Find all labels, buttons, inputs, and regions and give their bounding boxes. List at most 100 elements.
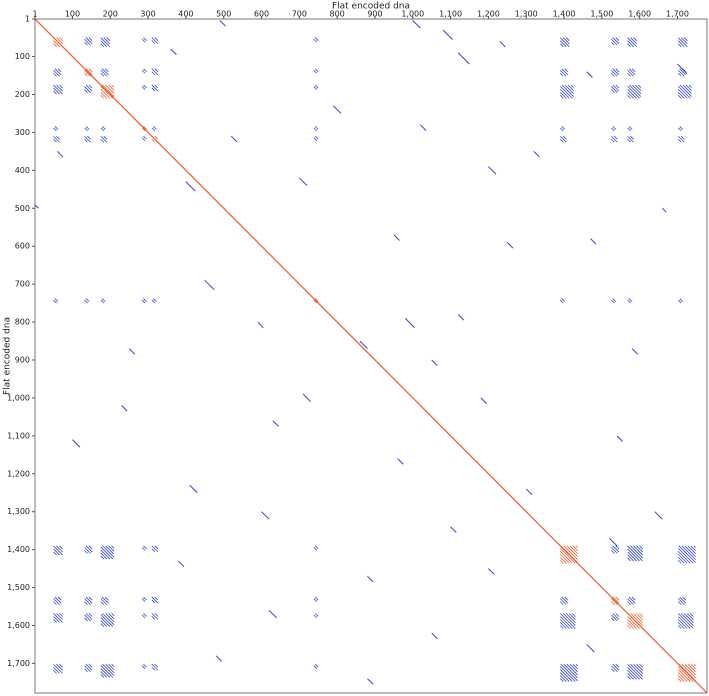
repeat-block <box>677 545 696 564</box>
hatch-line <box>108 663 115 670</box>
hatch-line <box>633 37 637 42</box>
repeat-block <box>313 596 319 602</box>
repeat-block <box>627 135 634 143</box>
hatch-line <box>100 72 105 77</box>
hatch-line <box>615 68 620 73</box>
hatch-line <box>683 37 688 42</box>
hatch-line <box>100 69 108 77</box>
repeat-block <box>141 37 147 43</box>
hatch-line <box>627 545 643 562</box>
y-tick-label: 400 <box>15 166 30 175</box>
hatch-line <box>53 72 57 77</box>
hatch-line <box>690 545 696 551</box>
hatch-line <box>627 670 637 680</box>
repeat-block <box>84 298 90 304</box>
x-tick-label: 1,400 <box>553 10 576 19</box>
hatch-line <box>141 137 146 142</box>
x-tick-label: 500 <box>216 10 231 19</box>
hatch-line <box>568 613 576 620</box>
hatch-line <box>143 298 147 302</box>
hatch-line <box>559 678 564 682</box>
repeat-block <box>53 663 63 674</box>
repeat-block <box>313 84 319 90</box>
hatch-line <box>559 550 573 564</box>
hatch-line <box>85 298 90 302</box>
hatch-line <box>636 613 643 620</box>
hatch-line <box>105 545 115 555</box>
y-tick-label: 800 <box>15 318 30 327</box>
hatch-line <box>679 84 692 97</box>
hatch-line <box>100 674 105 678</box>
hatch-line <box>84 665 91 673</box>
hatch-line <box>677 556 685 564</box>
hatch-line <box>56 37 63 45</box>
match-segment <box>499 41 506 48</box>
hatch-line <box>314 68 319 73</box>
hatch-line <box>151 545 159 553</box>
hatch-line <box>84 72 88 77</box>
hatch-line <box>688 84 692 88</box>
hatch-line <box>313 38 317 43</box>
hatch-line <box>141 86 146 90</box>
hatch-line <box>100 614 114 627</box>
hatch-line <box>569 545 578 554</box>
repeat-block <box>151 126 157 132</box>
hatch-line <box>562 37 570 45</box>
hatch-line <box>100 623 105 627</box>
hatch-line <box>54 298 59 302</box>
match-segment <box>177 560 185 568</box>
hatch-line <box>100 620 108 627</box>
hatch-line <box>151 299 156 304</box>
hatch-line <box>151 37 159 44</box>
hatch-line <box>575 663 578 667</box>
hatch-line <box>677 40 685 47</box>
x-axis-title: Flat encoded dna <box>332 2 410 12</box>
match-segment <box>442 29 453 40</box>
hatch-line <box>684 545 696 557</box>
hatch-line <box>565 37 570 42</box>
hatch-line <box>314 545 319 550</box>
hatch-line <box>85 613 93 620</box>
hatch-line <box>569 663 578 673</box>
hatch-line <box>612 37 620 44</box>
hatch-line <box>103 37 111 45</box>
repeat-block <box>627 298 633 304</box>
hatch-line <box>100 668 111 678</box>
hatch-line <box>143 126 147 130</box>
repeat-block <box>53 126 59 132</box>
hatch-line <box>84 550 88 554</box>
hatch-line <box>154 613 159 617</box>
x-tick-label: 300 <box>140 10 155 19</box>
hatch-line <box>85 68 93 76</box>
y-tick-label: 700 <box>15 280 30 289</box>
hatch-line <box>53 548 60 556</box>
repeat-block <box>53 135 60 143</box>
hatch-line <box>630 135 634 140</box>
y-tick-label: 1,700 <box>7 659 30 668</box>
hatch-line <box>559 616 573 629</box>
hatch-line <box>677 138 682 143</box>
repeat-block <box>84 663 93 673</box>
repeat-block <box>53 298 59 304</box>
match-segment <box>333 105 342 114</box>
hatch-line <box>639 545 643 550</box>
hatch-line <box>611 668 615 673</box>
hatch-line <box>143 545 147 550</box>
match-segment <box>586 644 595 653</box>
hatch-line <box>627 72 631 77</box>
hatch-line <box>57 596 62 601</box>
match-segment <box>480 397 487 404</box>
x-tick-label: 1,100 <box>439 10 462 19</box>
hatch-line <box>56 84 63 92</box>
match-segment <box>302 393 312 403</box>
match-segment <box>457 314 465 321</box>
hatch-line <box>683 613 694 623</box>
hatch-line <box>631 596 636 601</box>
hatch-line <box>559 40 567 47</box>
hatch-line <box>559 675 567 682</box>
hatch-line <box>559 85 573 99</box>
match-segment <box>170 48 177 56</box>
hatch-line <box>313 69 317 74</box>
hatch-line <box>570 84 574 88</box>
hatch-line <box>53 43 57 47</box>
